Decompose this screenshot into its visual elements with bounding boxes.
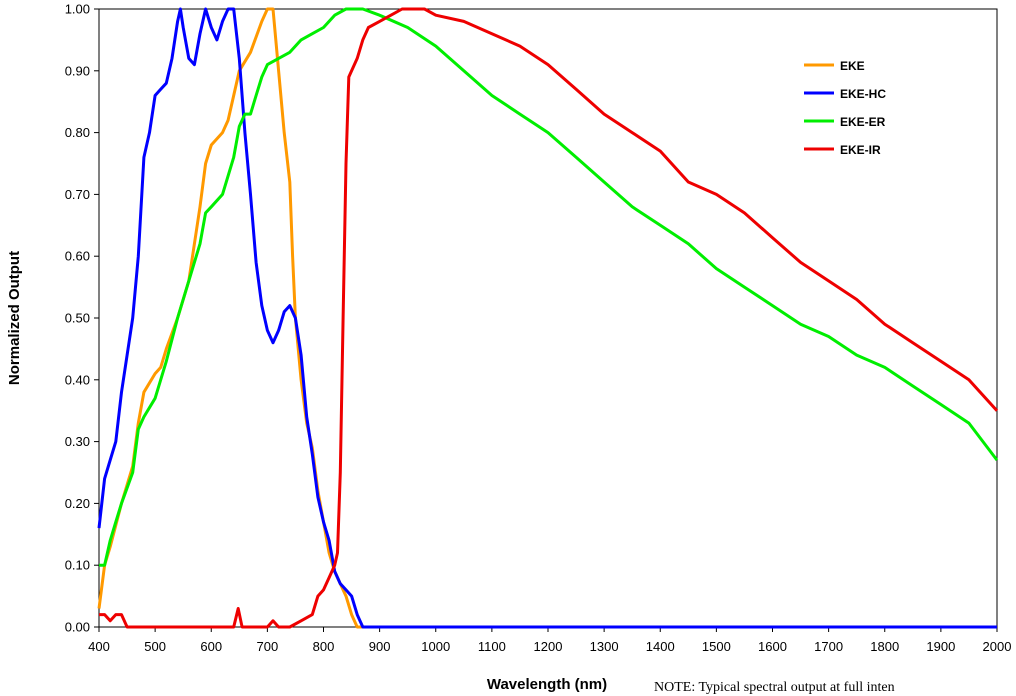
y-tick-label: 0.50 [65, 311, 90, 326]
x-tick-label: 600 [200, 639, 222, 654]
legend-label: EKE [840, 59, 865, 73]
y-tick-label: 0.90 [65, 63, 90, 78]
x-tick-label: 1100 [478, 639, 506, 654]
y-tick-label: 0.80 [65, 125, 90, 140]
x-tick-label: 900 [369, 639, 391, 654]
x-tick-label: 1800 [870, 639, 899, 654]
x-tick-label: 1700 [814, 639, 843, 654]
x-tick-label: 800 [313, 639, 335, 654]
y-tick-label: 0.20 [65, 496, 90, 511]
y-axis-ticks: 0.00 0.10 0.20 0.30 0.40 0.50 0.60 0.70 0.80 0.90… [65, 2, 99, 635]
series-line-eke-er [99, 7, 999, 567]
x-tick-label: 2000 [983, 639, 1012, 654]
y-tick-label: 0.00 [65, 620, 90, 635]
x-tick-label: 1300 [590, 639, 619, 654]
y-tick-label: 0.40 [65, 372, 90, 387]
y-axis-title: Normalized Output [6, 251, 23, 385]
x-axis-title: Wavelength (nm) [487, 676, 607, 693]
x-tick-label: 1600 [758, 639, 787, 654]
y-tick-label: 0.10 [65, 558, 90, 573]
y-tick-label: 0.70 [65, 187, 90, 202]
x-tick-label: 1400 [646, 639, 675, 654]
x-tick-label: 1000 [421, 639, 450, 654]
series-line-eke-ir [99, 7, 999, 629]
legend-label: EKE-HC [840, 87, 886, 101]
x-tick-label: 1200 [534, 639, 563, 654]
plot-area [98, 8, 998, 628]
legend-label: EKE-IR [840, 143, 881, 157]
y-tick-label: 0.60 [65, 249, 90, 264]
series-lines [97, 7, 999, 629]
y-tick-label: 1.00 [65, 2, 90, 17]
legend-label: EKE-ER [840, 115, 886, 129]
x-tick-label: 1900 [926, 639, 955, 654]
x-tick-label: 1500 [702, 639, 731, 654]
x-tick-label: 700 [257, 639, 279, 654]
x-tick-label: 400 [88, 639, 110, 654]
x-axis-ticks: 400 500 600 700 800 900 1000 1100 1200 1300 1400 15… [88, 627, 1011, 654]
note-text: NOTE: Typical spectral output at full in… [654, 680, 895, 695]
series-line-eke-hc [97, 7, 997, 629]
x-tick-label: 500 [144, 639, 166, 654]
y-tick-label: 0.30 [65, 434, 90, 449]
legend: EKE EKE-HC EKE-ER EKE-IR [804, 59, 886, 157]
series-line-eke [97, 7, 997, 629]
